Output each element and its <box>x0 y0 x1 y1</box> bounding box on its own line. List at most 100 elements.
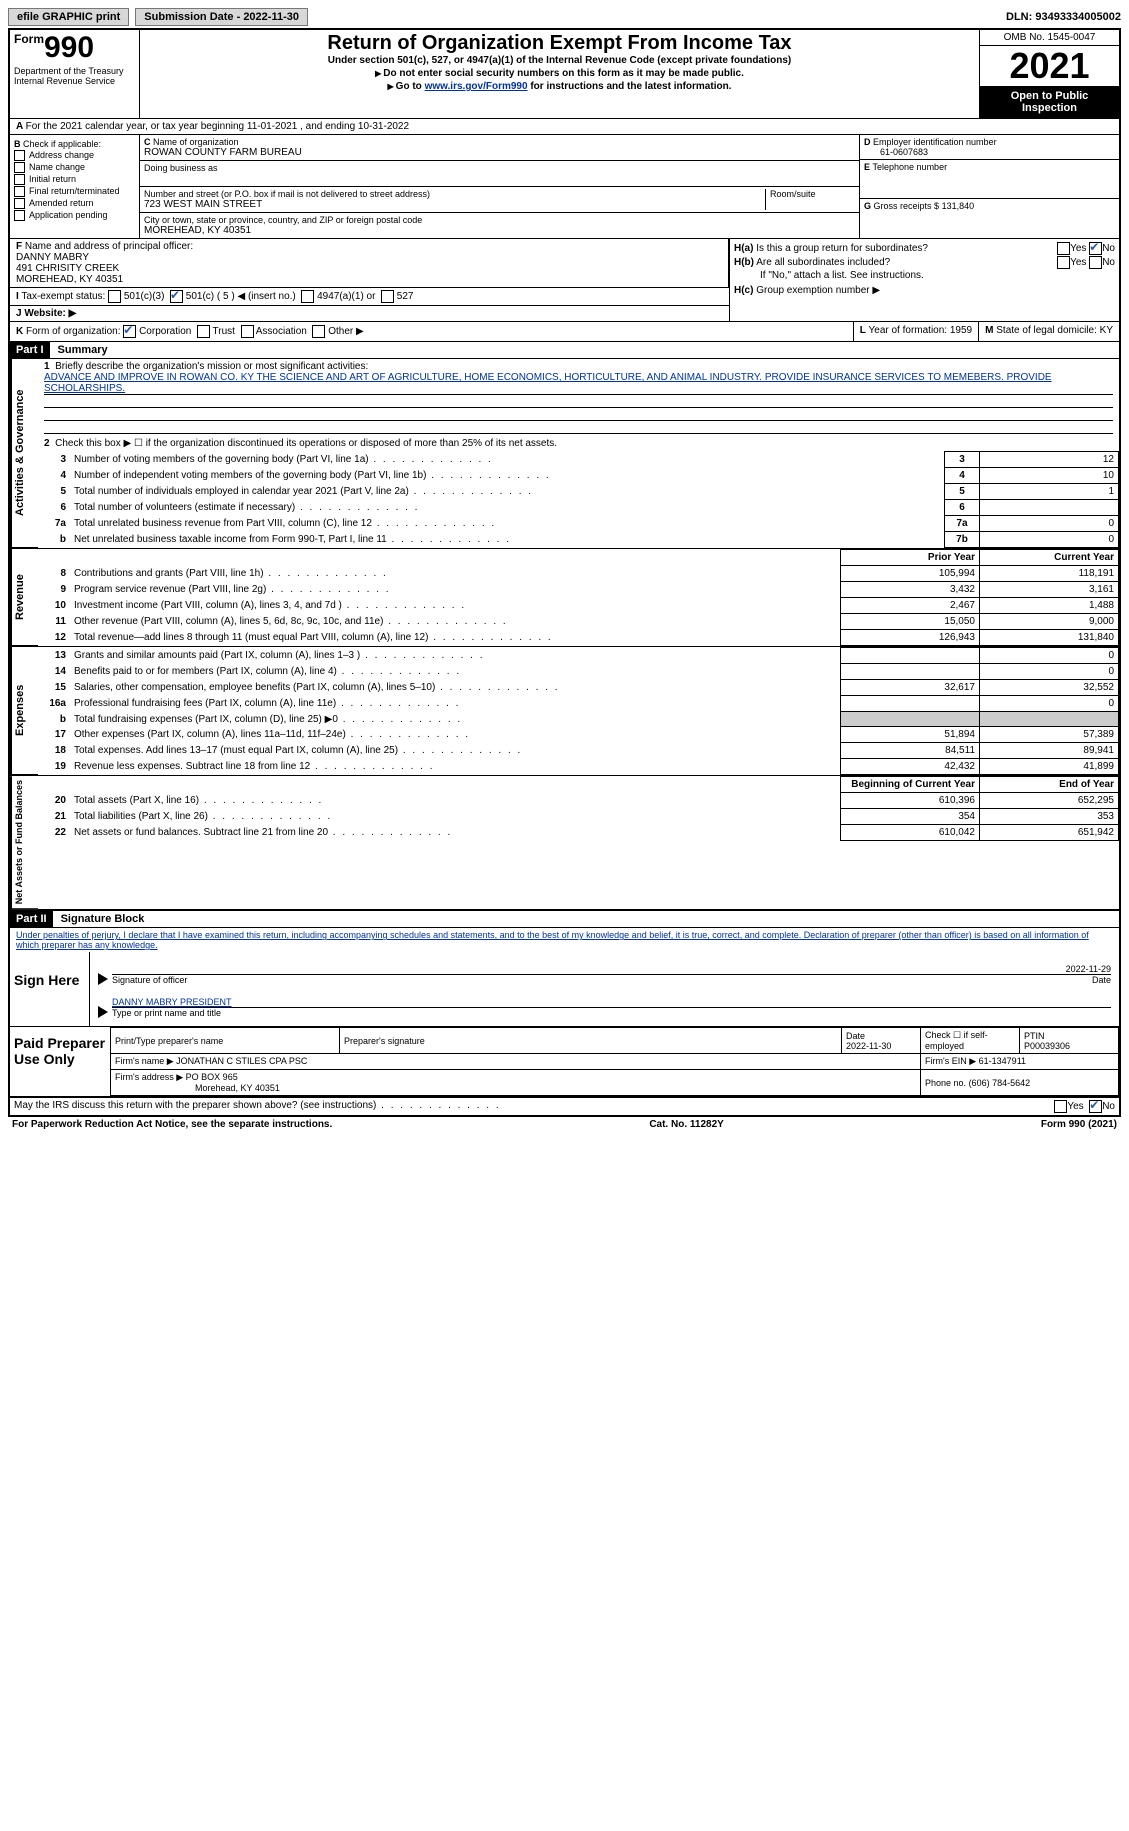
summary-top-table: 3 Number of voting members of the govern… <box>38 451 1119 548</box>
sig-date: 2022-11-29 <box>1066 964 1111 974</box>
gross-label: Gross receipts $ <box>874 201 940 211</box>
pra-notice: For Paperwork Reduction Act Notice, see … <box>12 1119 332 1130</box>
checkbox-trust[interactable] <box>197 325 210 338</box>
pt-check-label: Check ☐ if self-employed <box>925 1030 988 1051</box>
addr-label: Number and street (or P.O. box if mail i… <box>144 189 430 199</box>
opt-corp: Corporation <box>139 326 191 337</box>
cur-val: 118,191 <box>980 566 1119 582</box>
opt-other: Other ▶ <box>328 326 363 337</box>
line-desc: Professional fundraising fees (Part IX, … <box>70 696 841 712</box>
i-label: Tax-exempt status: <box>21 291 105 302</box>
opt-trust: Trust <box>213 326 235 337</box>
declaration: Under penalties of perjury, I declare th… <box>10 928 1119 952</box>
cur-val: 0 <box>980 664 1119 680</box>
line-val: 12 <box>980 452 1119 468</box>
city: MOREHEAD, KY 40351 <box>144 225 251 236</box>
ptin: P00039306 <box>1024 1041 1070 1051</box>
line-num: 13 <box>38 648 70 664</box>
revenue-table: Prior Year Current Year8 Contributions a… <box>38 549 1119 646</box>
line-val: 1 <box>980 484 1119 500</box>
label-amended-return: Amended return <box>29 198 94 208</box>
form-body: Form990 Department of the Treasury Inter… <box>8 28 1121 1117</box>
ha-yes[interactable] <box>1057 242 1070 255</box>
ein: 61-0607683 <box>864 147 928 157</box>
checkbox-initial-return[interactable] <box>14 174 25 185</box>
part1-title: Summary <box>50 342 116 358</box>
hb-no[interactable] <box>1089 256 1102 269</box>
checkbox-app-pending[interactable] <box>14 210 25 221</box>
firm-name-label: Firm's name ▶ <box>115 1056 174 1066</box>
cur-val: 89,941 <box>980 743 1119 759</box>
line-num: b <box>38 532 70 548</box>
irs-link[interactable]: www.irs.gov/Form990 <box>425 81 528 92</box>
discuss-yes[interactable] <box>1054 1100 1067 1113</box>
checkbox-501c3[interactable] <box>108 290 121 303</box>
cur-val: 652,295 <box>980 793 1119 809</box>
mission-text[interactable]: ADVANCE AND IMPROVE IN ROWAN CO. KY THE … <box>44 372 1052 394</box>
line-num: 8 <box>38 566 70 582</box>
dln: DLN: 93493334005002 <box>1006 11 1121 23</box>
line-desc: Total fundraising expenses (Part IX, col… <box>70 712 841 727</box>
pt-sig-label: Preparer's signature <box>344 1036 425 1046</box>
prior-val: 3,432 <box>841 582 980 598</box>
checkbox-527[interactable] <box>381 290 394 303</box>
line-val: 0 <box>980 532 1119 548</box>
checkbox-501c[interactable] <box>170 290 183 303</box>
checkbox-amended-return[interactable] <box>14 198 25 209</box>
submission-date: Submission Date - 2022-11-30 <box>135 8 308 26</box>
line-desc: Total number of individuals employed in … <box>70 484 945 500</box>
line-box: 6 <box>945 500 980 516</box>
line-desc: Total expenses. Add lines 13–17 (must eq… <box>70 743 841 759</box>
pt-date: 2022-11-30 <box>846 1041 891 1051</box>
ptin-label: PTIN <box>1024 1031 1045 1041</box>
checkbox-name-change[interactable] <box>14 162 25 173</box>
prior-val: 126,943 <box>841 630 980 646</box>
side-netassets: Net Assets or Fund Balances <box>10 776 38 909</box>
discuss-no[interactable] <box>1089 1100 1102 1113</box>
line-desc: Number of independent voting members of … <box>70 468 945 484</box>
checkbox-other[interactable] <box>312 325 325 338</box>
line-num: 17 <box>38 727 70 743</box>
officer-name-title[interactable]: DANNY MABRY PRESIDENT <box>112 997 232 1007</box>
line-desc: Total assets (Part X, line 16) <box>70 793 841 809</box>
col-header: Current Year <box>980 550 1119 566</box>
phone-label: Telephone number <box>873 162 948 172</box>
checkbox-corp[interactable] <box>123 325 136 338</box>
part2-header: Part II <box>10 911 53 927</box>
cur-val: 57,389 <box>980 727 1119 743</box>
line-desc: Total revenue—add lines 8 through 11 (mu… <box>70 630 841 646</box>
checkbox-address-change[interactable] <box>14 150 25 161</box>
line-box: 3 <box>945 452 980 468</box>
arrow-icon-2 <box>98 1006 108 1018</box>
line-desc: Total unrelated business revenue from Pa… <box>70 516 945 532</box>
no-label-2: No <box>1102 257 1115 268</box>
prior-val: 51,894 <box>841 727 980 743</box>
hb-yes[interactable] <box>1057 256 1070 269</box>
part2-title: Signature Block <box>53 911 153 927</box>
ha-no[interactable] <box>1089 242 1102 255</box>
checkbox-assoc[interactable] <box>241 325 254 338</box>
side-activities: Activities & Governance <box>10 359 38 548</box>
dba-label: Doing business as <box>144 163 218 173</box>
line-desc: Total number of volunteers (estimate if … <box>70 500 945 516</box>
hb-label: Are all subordinates included? <box>756 257 890 268</box>
line-desc: Number of voting members of the governin… <box>70 452 945 468</box>
checkbox-final-return[interactable] <box>14 186 25 197</box>
k-label: Form of organization: <box>26 326 121 337</box>
firm-addr2: Morehead, KY 40351 <box>115 1083 280 1093</box>
sig-officer-label: Signature of officer <box>112 975 187 985</box>
officer-addr2: MOREHEAD, KY 40351 <box>16 274 123 285</box>
cur-val: 32,552 <box>980 680 1119 696</box>
line-val <box>980 500 1119 516</box>
cur-val: 9,000 <box>980 614 1119 630</box>
section-b: B Check if applicable: Address change Na… <box>10 135 140 238</box>
checkbox-4947[interactable] <box>301 290 314 303</box>
form-word: Form <box>14 32 44 46</box>
netassets-table: Beginning of Current Year End of Year20 … <box>38 776 1119 841</box>
line-desc: Other revenue (Part VIII, column (A), li… <box>70 614 841 630</box>
line-desc: Benefits paid to or for members (Part IX… <box>70 664 841 680</box>
firm-ein: 61-1347911 <box>979 1056 1026 1066</box>
line-desc: Revenue less expenses. Subtract line 18 … <box>70 759 841 775</box>
efile-print-button[interactable]: efile GRAPHIC print <box>8 8 129 26</box>
prior-val: 15,050 <box>841 614 980 630</box>
